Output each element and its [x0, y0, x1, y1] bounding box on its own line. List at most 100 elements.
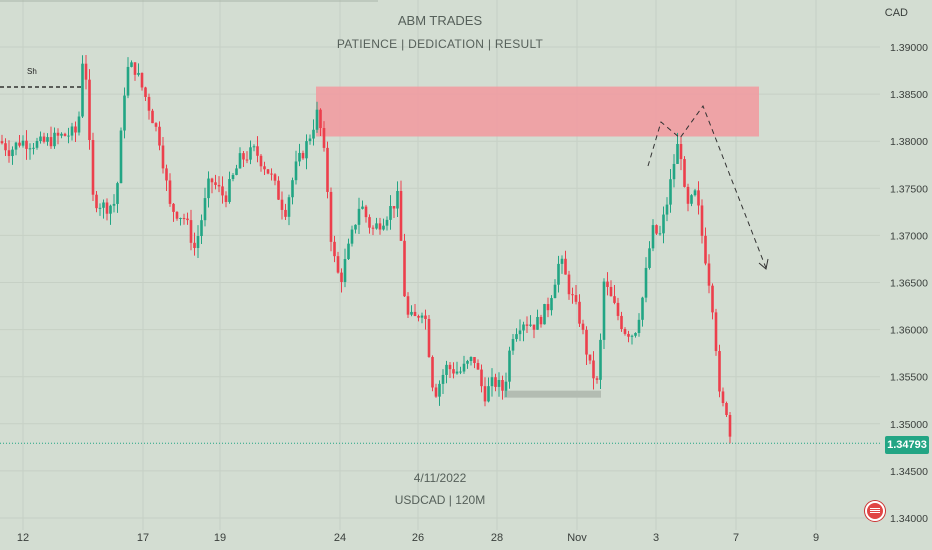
x-tick-label: 3	[653, 532, 659, 544]
currency-label[interactable]: CAD	[884, 7, 908, 19]
candle-body	[560, 258, 564, 264]
candle-body	[39, 136, 42, 142]
candle-body	[147, 96, 151, 111]
swing-high-label: Sh	[27, 67, 37, 76]
watermark-title: ABM TRADES	[397, 13, 483, 28]
y-tick-label: 1.38000	[890, 136, 928, 148]
candle-body	[553, 284, 557, 299]
candle-body	[445, 364, 448, 375]
candle-body	[287, 197, 291, 217]
candle-body	[697, 190, 700, 206]
candle-body	[665, 204, 669, 215]
candle-body	[728, 415, 732, 437]
candle-body	[620, 315, 623, 330]
candle-body	[599, 339, 602, 380]
candle-body	[217, 184, 221, 187]
candle-body	[707, 263, 711, 286]
y-tick-label: 1.36500	[890, 278, 928, 290]
candle-body	[662, 214, 665, 234]
equal-lows-band	[504, 390, 601, 398]
projection-path	[647, 104, 767, 269]
candle-body	[81, 63, 84, 117]
candle-body	[630, 335, 634, 337]
candle-body	[371, 227, 375, 229]
candle-body	[0, 141, 4, 144]
candle-body	[522, 324, 525, 331]
candle-body	[658, 233, 662, 235]
candle-body	[343, 259, 347, 283]
candle-body	[518, 330, 522, 335]
y-tick-label: 1.36000	[890, 325, 928, 337]
candle-body	[469, 357, 473, 361]
y-tick-label: 1.34500	[890, 466, 928, 478]
candle-body	[438, 383, 441, 397]
candle-body	[137, 72, 140, 75]
candle-body	[84, 63, 88, 80]
candle-body	[210, 178, 214, 183]
last-price-tag: 1.34793	[885, 436, 929, 454]
candle-body	[683, 159, 686, 187]
candle-body	[669, 179, 672, 205]
x-tick-label: 26	[412, 532, 424, 544]
candle-body	[165, 168, 168, 181]
candle-body	[585, 329, 588, 355]
candle-body	[357, 208, 361, 225]
candle-body	[95, 194, 98, 209]
candle-body	[434, 387, 438, 397]
candle-body	[410, 311, 413, 315]
candle-body	[186, 218, 189, 221]
candle-body	[441, 374, 445, 384]
y-tick-label: 1.34000	[890, 513, 928, 525]
candle-body	[347, 243, 350, 260]
supply-zone	[316, 86, 759, 137]
candle-body	[119, 130, 123, 184]
y-tick-label: 1.35000	[890, 419, 928, 431]
x-tick-label: 19	[214, 532, 226, 544]
candle-body	[189, 220, 193, 243]
candle-body	[462, 363, 466, 372]
candle-body	[4, 143, 7, 151]
candle-body	[235, 168, 238, 175]
watermark-date: 4/11/2022	[413, 471, 467, 485]
candle-body	[329, 191, 333, 242]
candle-body	[571, 294, 574, 296]
candle-body	[459, 371, 462, 373]
candle-body	[700, 205, 704, 236]
x-tick-label: 28	[491, 532, 503, 544]
candle-body	[301, 152, 305, 159]
candle-body	[613, 296, 616, 303]
candle-body	[231, 174, 235, 180]
candle-body	[28, 148, 32, 150]
candle-body	[672, 163, 676, 180]
candle-body	[616, 302, 620, 316]
candle-body	[389, 206, 392, 220]
candle-body	[151, 110, 154, 124]
us-flag-icon[interactable]	[865, 501, 885, 521]
candle-body	[350, 229, 354, 244]
candle-body	[494, 377, 497, 387]
candle-body	[266, 169, 270, 174]
candle-body	[11, 149, 14, 157]
candle-body	[207, 178, 210, 199]
candle-body	[529, 324, 532, 326]
candle-body	[714, 312, 718, 352]
watermark-subtitle: PATIENCE | DEDICATION | RESULT	[336, 37, 544, 51]
candle-body	[567, 274, 571, 295]
candle-body	[508, 350, 511, 382]
candle-body	[686, 186, 690, 204]
candle-body	[116, 183, 119, 204]
candle-body	[77, 116, 81, 133]
candle-body	[354, 224, 357, 230]
candle-body	[294, 161, 298, 181]
candle-body	[473, 357, 476, 364]
candle-body	[336, 256, 340, 273]
candle-body	[644, 267, 648, 298]
candle-body	[91, 140, 95, 195]
candle-body	[676, 143, 679, 164]
candle-body	[67, 135, 70, 137]
candle-body	[546, 304, 550, 311]
candle-body	[648, 248, 651, 268]
candle-body	[25, 140, 28, 149]
candle-body	[725, 403, 728, 416]
